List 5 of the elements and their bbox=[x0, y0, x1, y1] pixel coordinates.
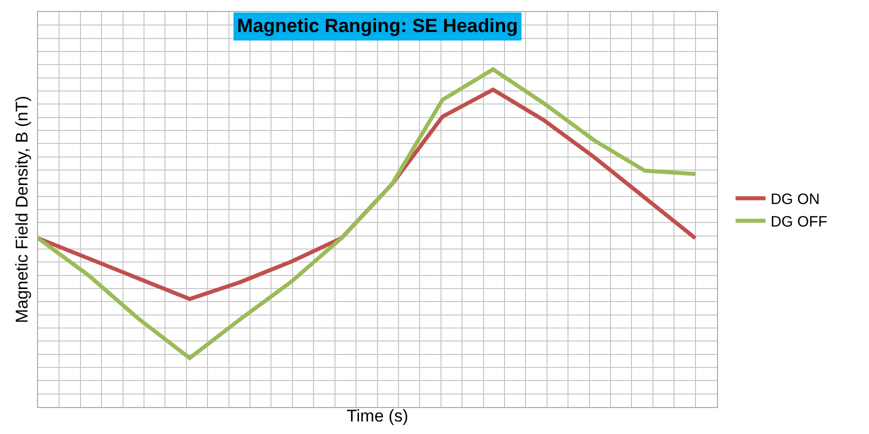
legend-label: DG OFF bbox=[770, 214, 828, 231]
chart-title: Magnetic Ranging: SE Heading bbox=[237, 16, 518, 37]
x-axis-title: Time (s) bbox=[346, 406, 408, 426]
y-axis-title: Magnetic Field Density, B (nT) bbox=[12, 96, 32, 324]
legend-label: DG ON bbox=[770, 191, 820, 208]
